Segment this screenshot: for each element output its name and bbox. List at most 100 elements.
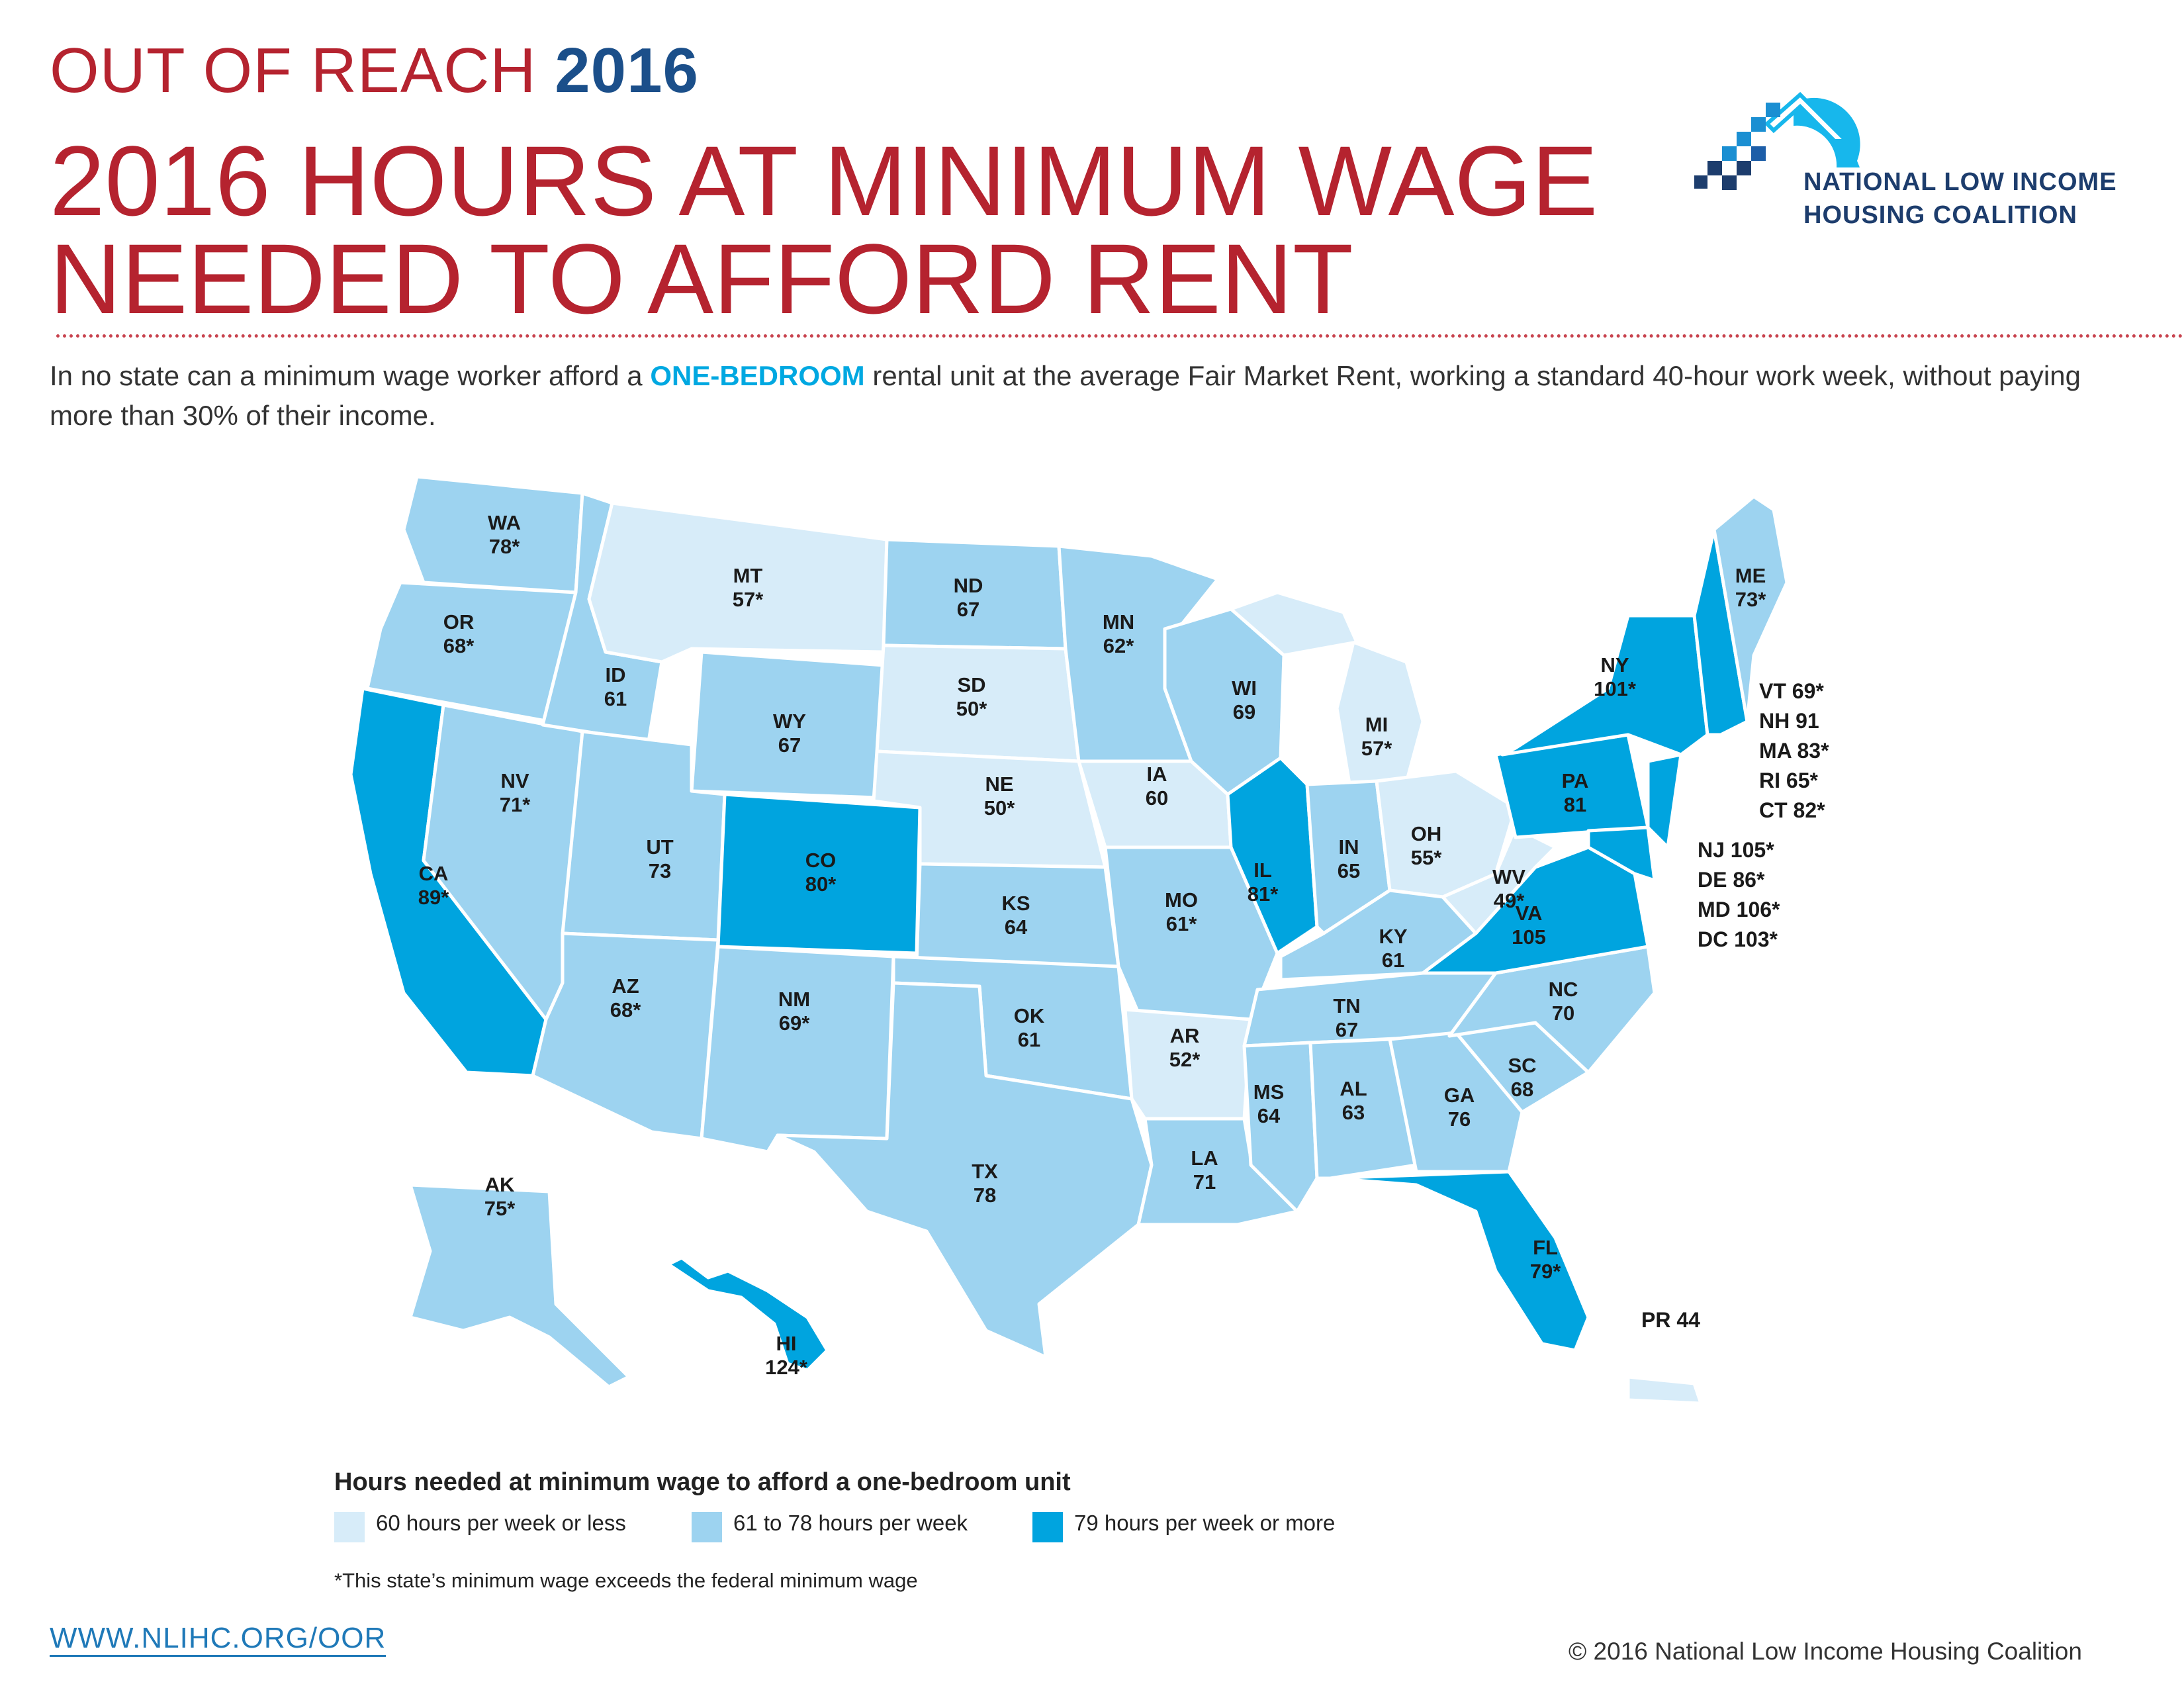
logo-line-1: NATIONAL LOW INCOME: [1803, 168, 2117, 196]
legend-label-mid: 61 to 78 hours per week: [733, 1511, 968, 1535]
state-code-wy: WY: [773, 710, 806, 733]
state-value-id: 61: [604, 687, 627, 710]
state-code-or: OR: [443, 610, 475, 633]
state-code-ok: OK: [1014, 1004, 1045, 1027]
intro-part-1: In no state can a minimum wage worker af…: [50, 360, 651, 391]
state-code-wa: WA: [488, 511, 521, 534]
state-code-wv: WV: [1492, 865, 1525, 888]
state-shape-pr: [1626, 1375, 1703, 1405]
callout-new-england-1: NH 91: [1759, 709, 1819, 733]
state-value-la: 71: [1193, 1170, 1216, 1194]
state-code-va: VA: [1516, 902, 1543, 925]
state-value-wa: 78*: [489, 535, 520, 558]
state-shape-ne5: [1692, 528, 1749, 737]
state-value-mn: 62*: [1103, 634, 1134, 657]
state-code-ca: CA: [419, 862, 449, 885]
state-code-sc: SC: [1508, 1054, 1536, 1077]
state-value-ms: 64: [1257, 1104, 1281, 1127]
state-code-ks: KS: [1001, 892, 1030, 915]
state-shape-me: [1712, 494, 1789, 724]
state-code-pa: PA: [1562, 769, 1589, 792]
state-shape-al: [1308, 1037, 1418, 1180]
state-shape-ga: [1388, 1031, 1524, 1174]
state-code-ms: MS: [1253, 1080, 1285, 1103]
state-code-tn: TN: [1333, 994, 1360, 1017]
legend-label-low: 60 hours per week or less: [376, 1511, 626, 1535]
state-code-hi: HI: [776, 1332, 797, 1355]
legend-label-high: 79 hours per week or more: [1074, 1511, 1336, 1535]
state-code-ia: IA: [1147, 763, 1167, 786]
callout-new-england-2: MA 83*: [1759, 739, 1829, 763]
callout-mid-atlantic-2: MD 106*: [1698, 898, 1780, 921]
legend-title: Hours needed at minimum wage to afford a…: [334, 1468, 1071, 1496]
state-value-ar: 52*: [1169, 1048, 1201, 1071]
legend-swatch-high: [1032, 1512, 1063, 1542]
state-value-hi: 124*: [765, 1356, 808, 1379]
callout-mid-atlantic-0: NJ 105*: [1698, 838, 1774, 862]
state-code-il: IL: [1253, 859, 1272, 882]
state-code-nv: NV: [500, 769, 529, 792]
state-value-sc: 68: [1511, 1078, 1533, 1101]
state-value-sd: 50*: [956, 697, 987, 720]
state-value-ne: 50*: [984, 796, 1015, 820]
state-value-mt: 57*: [733, 588, 764, 611]
state-value-nm: 69*: [779, 1011, 810, 1035]
state-shape-nm: [700, 945, 895, 1154]
state-value-pa: 81: [1564, 793, 1586, 816]
state-shape-tx: [776, 981, 1154, 1359]
house-stairs-logo-icon: [1694, 91, 1860, 190]
callout-new-england-3: RI 65*: [1759, 769, 1818, 792]
state-code-in: IN: [1339, 835, 1359, 859]
state-value-oh: 55*: [1411, 846, 1442, 869]
state-code-al: AL: [1340, 1077, 1367, 1100]
state-value-mi: 57*: [1361, 737, 1392, 760]
state-code-nc: NC: [1549, 978, 1578, 1001]
state-shape-mde: [1586, 825, 1657, 882]
state-value-al: 63: [1342, 1101, 1365, 1124]
website-link[interactable]: WWW.NLIHC.ORG/OOR: [50, 1622, 387, 1657]
state-value-ky: 61: [1382, 949, 1404, 972]
legend-swatch-mid: [692, 1512, 722, 1542]
page-title-line-2: NEEDED TO AFFORD RENT: [50, 223, 1353, 334]
legend-footnote: *This state’s minimum wage exceeds the f…: [334, 1569, 918, 1592]
state-code-co: CO: [805, 849, 837, 872]
state-value-tn: 67: [1336, 1018, 1358, 1041]
state-code-oh: OH: [1411, 822, 1442, 845]
state-code-ut: UT: [646, 835, 673, 859]
state-code-mt: MT: [733, 564, 763, 587]
callout-mid-atlantic-1: DE 86*: [1698, 868, 1765, 892]
state-value-tx: 78: [974, 1184, 996, 1207]
state-value-wi: 69: [1233, 700, 1255, 724]
callout-mid-atlantic-3: DC 103*: [1698, 927, 1778, 951]
state-value-me: 73*: [1735, 588, 1766, 611]
state-code-mn: MN: [1103, 610, 1134, 633]
state-shape-or: [365, 581, 578, 724]
state-code-id: ID: [606, 663, 626, 686]
state-shape-hi: [666, 1256, 829, 1372]
callout-new-england-0: VT 69*: [1759, 679, 1824, 703]
state-value-ny: 101*: [1594, 677, 1637, 700]
page-title-line-1: 2016 HOURS AT MINIMUM WAGE: [50, 125, 1598, 236]
state-code-sd: SD: [957, 673, 985, 696]
state-code-ne: NE: [985, 773, 1013, 796]
state-shape-ak: [408, 1183, 631, 1389]
state-value-co: 80*: [805, 872, 837, 896]
state-shape-ms: [1242, 1041, 1319, 1213]
kicker-text: OUT OF REACH: [50, 35, 537, 106]
state-value-il: 81*: [1248, 882, 1279, 906]
state-value-ak: 75*: [484, 1197, 516, 1220]
intro-text: In no state can a minimum wage worker af…: [50, 356, 2134, 436]
state-value-ok: 61: [1018, 1028, 1040, 1051]
state-value-wv: 49*: [1494, 889, 1525, 912]
state-value-wy: 67: [778, 733, 801, 757]
state-code-az: AZ: [612, 974, 639, 998]
state-code-fl: FL: [1533, 1236, 1558, 1259]
state-value-ia: 60: [1146, 786, 1168, 810]
report-kicker: OUT OF REACH 2016: [50, 34, 699, 107]
intro-part-2: rental unit at the average Fair Market R…: [50, 360, 2081, 431]
callout-pr: PR 44: [1641, 1308, 1700, 1332]
state-code-ky: KY: [1379, 925, 1407, 948]
state-code-wi: WI: [1232, 677, 1257, 700]
state-shape-miu: [1229, 590, 1359, 657]
header-divider: [56, 334, 2184, 338]
